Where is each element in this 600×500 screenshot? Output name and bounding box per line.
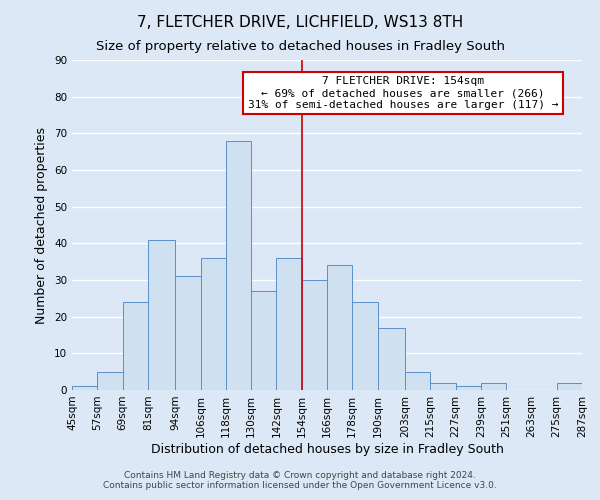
Bar [97,372,122,390]
Bar [327,266,352,390]
Text: 7 FLETCHER DRIVE: 154sqm
← 69% of detached houses are smaller (266)
31% of semi-: 7 FLETCHER DRIVE: 154sqm ← 69% of detach… [248,76,558,110]
X-axis label: Distribution of detached houses by size in Fradley South: Distribution of detached houses by size … [151,442,503,456]
Bar [277,258,302,390]
Bar [481,382,506,390]
Bar [175,276,200,390]
Bar [226,140,251,390]
Bar [72,386,97,390]
Bar [200,258,226,390]
Bar [377,328,405,390]
Bar [557,382,582,390]
Bar [302,280,327,390]
Bar [352,302,377,390]
Text: Size of property relative to detached houses in Fradley South: Size of property relative to detached ho… [95,40,505,53]
Y-axis label: Number of detached properties: Number of detached properties [35,126,49,324]
Bar [251,291,277,390]
Bar [405,372,430,390]
Bar [455,386,481,390]
Bar [430,382,455,390]
Bar [148,240,175,390]
Bar [122,302,148,390]
Text: 7, FLETCHER DRIVE, LICHFIELD, WS13 8TH: 7, FLETCHER DRIVE, LICHFIELD, WS13 8TH [137,15,463,30]
Text: Contains HM Land Registry data © Crown copyright and database right 2024.
Contai: Contains HM Land Registry data © Crown c… [103,470,497,490]
